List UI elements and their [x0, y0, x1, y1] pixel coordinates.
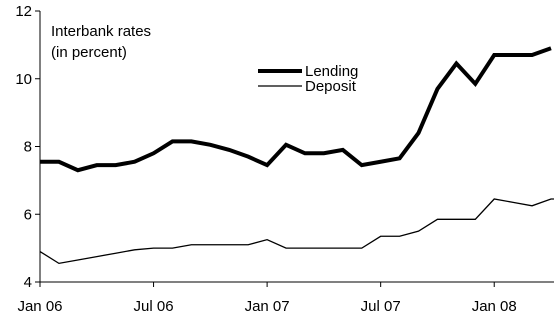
series-lines	[39, 46, 554, 265]
y-tick-label: 8	[24, 139, 32, 156]
y-axis-ticks: 4 6 8 10 12	[15, 3, 40, 291]
legend-label-lending: Lending	[305, 63, 358, 80]
annotation-line-1: Interbank rates	[51, 23, 151, 40]
x-tick-label: Jan 07	[245, 298, 290, 315]
y-tick-label: 12	[15, 3, 32, 20]
x-tick-label: Jul 07	[361, 298, 401, 315]
x-tick-label: Jul 06	[134, 298, 174, 315]
x-axis-ticks: Jan 06 Jul 06 Jan 07 Jul 07 Jan 08	[17, 282, 517, 315]
annotation-line-2: (in percent)	[51, 44, 127, 61]
legend: Lending Deposit	[258, 63, 358, 95]
x-tick-label: Jan 08	[472, 298, 517, 315]
series-line-deposit	[39, 198, 554, 265]
series-line-lending	[40, 46, 552, 173]
x-tick-label: Jan 06	[17, 298, 62, 315]
y-tick-label: 6	[24, 206, 32, 223]
legend-label-deposit: Deposit	[305, 78, 357, 95]
y-tick-label: 10	[15, 71, 32, 88]
y-tick-label: 4	[24, 274, 32, 291]
